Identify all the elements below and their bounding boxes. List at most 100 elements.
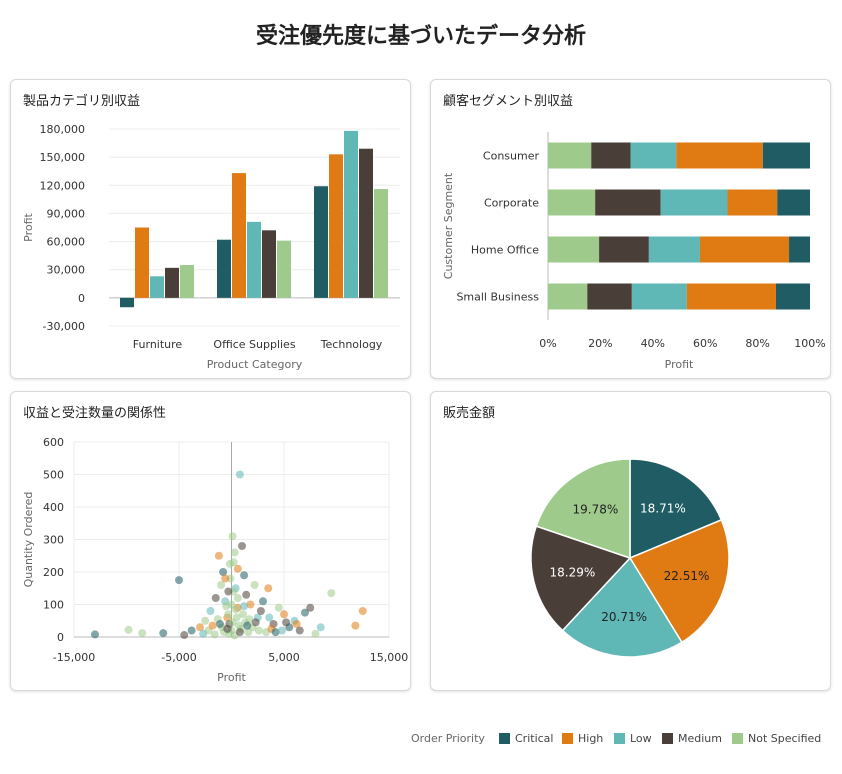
bar-not-specified: [374, 189, 388, 298]
bar-segment-low: [631, 283, 687, 310]
scatter-point-not-specified: [327, 589, 336, 598]
legend-swatch-medium: [662, 733, 673, 744]
pie-slice-label: 19.78%: [573, 503, 619, 517]
bar-medium: [165, 267, 179, 298]
scatter-point-low: [199, 629, 208, 638]
pie-slice-label: 18.29%: [550, 566, 596, 580]
y-tick-label: 100: [43, 599, 64, 612]
scatter-point-high: [214, 551, 223, 560]
bar-segment-not-specified: [548, 189, 596, 216]
bar-medium: [262, 230, 276, 298]
bar-high: [232, 173, 246, 298]
scatter-point-medium: [242, 590, 251, 599]
scatter-point-low: [206, 607, 215, 615]
legend-item-low[interactable]: Low: [630, 732, 652, 745]
bar-segment-not-specified: [548, 283, 588, 310]
scatter-point-medium: [211, 594, 220, 602]
legend-swatch-high: [562, 733, 573, 744]
scatter-point-high: [280, 610, 288, 619]
scatter-point-not-specified: [210, 630, 219, 639]
bar-chart: -30,000 0 30,000 60,000 90,000 120,000 150,000…: [22, 123, 400, 371]
bar-segment-low: [630, 142, 677, 169]
scatter-point-not-specified: [225, 559, 234, 568]
scatter-point-critical: [187, 626, 196, 635]
scatter-point-not-specified: [124, 625, 133, 634]
bar-chart-card: 製品カテゴリ別収益 -30,000 0 30,000 60,000 90,000 120,…: [10, 79, 411, 379]
x-tick-label: Office Supplies: [213, 338, 295, 351]
scatter-point-not-specified: [311, 629, 320, 638]
bar-segment-medium: [595, 189, 661, 216]
dashboard-title: 受注優先度に基づいたデータ分析: [255, 24, 586, 49]
x-tick-label: 60%: [693, 337, 717, 350]
scatter-point-medium: [235, 628, 244, 637]
scatter-point-medium: [306, 603, 315, 612]
x-tick-label: 15,000: [370, 651, 409, 664]
pie-slice-critical: [629, 458, 723, 560]
y-tick-label: 600: [43, 436, 64, 449]
x-axis-label: Profit: [665, 358, 694, 371]
x-tick-label: 0%: [539, 337, 556, 350]
scatter-point-low: [316, 623, 325, 632]
pie-chart-title: 販売金額: [443, 406, 496, 421]
scatter-chart: 0 100 200 300 400 500 600 -15,000 -5,000 5,000 15,…: [22, 436, 409, 684]
pie-slice-label: 20.71%: [601, 610, 647, 624]
legend-swatch-critical: [499, 733, 510, 744]
y-tick-label: 0: [57, 631, 64, 644]
y-tick-label: 180,000: [40, 123, 86, 136]
bar-segment-critical: [789, 236, 810, 263]
stacked-bar-chart-title: 顧客セグメント別収益: [443, 94, 574, 109]
y-axis-label: Profit: [22, 212, 35, 241]
y-tick-label: Consumer: [483, 150, 540, 163]
legend-swatch-not-specified: [732, 733, 743, 744]
x-tick-label: 20%: [588, 337, 612, 350]
y-tick-label: -30,000: [43, 320, 85, 333]
scatter-point-not-specified: [231, 605, 240, 614]
bar-segment-critical: [775, 283, 810, 310]
scatter-point-critical: [159, 629, 168, 638]
bar-segment-medium: [599, 236, 649, 263]
x-axis-label: Product Category: [207, 358, 303, 371]
scatter-point-low: [240, 602, 249, 611]
scatter-point-critical: [175, 576, 183, 585]
bar-segment-low: [660, 189, 728, 216]
bar-low: [247, 221, 261, 298]
legend-swatch-low: [614, 733, 625, 744]
bar-not-specified: [180, 265, 194, 298]
y-tick-label: 300: [43, 534, 64, 547]
bar-segment-not-specified: [548, 236, 600, 263]
scatter-point-medium: [180, 631, 189, 640]
scatter-point-critical: [259, 597, 267, 606]
scatter-point-low: [265, 613, 274, 622]
scatter-point-high: [246, 600, 255, 609]
scatter-point-not-specified: [254, 626, 263, 635]
pie-slice-low: [561, 556, 683, 658]
scatter-point-high: [221, 574, 230, 583]
bar-critical: [314, 186, 328, 298]
scatter-point-high: [358, 607, 367, 615]
scatter-point-not-specified: [232, 613, 241, 622]
scatter-point-not-specified: [250, 581, 259, 589]
bar-critical: [217, 239, 231, 298]
scatter-point-critical: [215, 620, 224, 628]
bar-segment-medium: [591, 142, 631, 169]
legend-item-high[interactable]: High: [578, 732, 604, 745]
y-tick-label: 120,000: [40, 179, 86, 192]
pie-slice-label: 22.51%: [664, 569, 710, 583]
scatter-point-medium: [251, 618, 260, 627]
x-tick-label: 80%: [745, 337, 769, 350]
pie-slice-high: [628, 518, 730, 644]
stacked-bar-chart-card: 顧客セグメント別収益 Consumer Corporate Home Office S…: [430, 79, 831, 379]
legend-item-not-specified[interactable]: Not Specified: [748, 732, 822, 745]
legend-item-critical[interactable]: Critical: [515, 732, 554, 745]
bar-segment-critical: [762, 142, 810, 169]
scatter-point-high: [196, 623, 204, 632]
x-tick-label: Technology: [320, 338, 383, 351]
bar-segment-high: [699, 236, 790, 263]
x-tick-label: 100%: [794, 337, 825, 350]
legend-item-medium[interactable]: Medium: [678, 732, 722, 745]
scatter-chart-card: 収益と受注数量の関係性 0 100 200 300 400 500 600 -15,000 -5…: [10, 391, 411, 691]
scatter-chart-title: 収益と受注数量の関係性: [23, 406, 167, 421]
scatter-point-critical: [240, 571, 249, 580]
scatter-point-high: [208, 621, 217, 630]
scatter-point-not-specified: [239, 610, 248, 619]
